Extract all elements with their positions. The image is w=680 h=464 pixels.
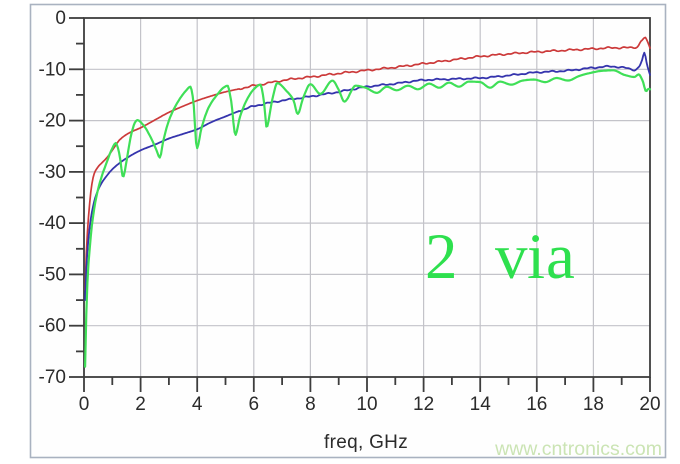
svg-text:18: 18 <box>583 394 604 415</box>
svg-text:8: 8 <box>305 394 316 415</box>
svg-text:www.cntronics.com: www.cntronics.com <box>494 438 662 460</box>
svg-text:0: 0 <box>55 8 66 29</box>
svg-text:i: i <box>527 221 545 293</box>
svg-text:14: 14 <box>470 394 492 415</box>
svg-text:-10: -10 <box>39 59 66 80</box>
svg-text:10: 10 <box>356 394 377 415</box>
svg-text:-70: -70 <box>39 367 66 388</box>
svg-text:freq, GHz: freq, GHz <box>324 432 408 453</box>
svg-text:-40: -40 <box>39 213 66 234</box>
svg-text:2: 2 <box>135 394 146 415</box>
svg-text:a: a <box>546 221 575 293</box>
svg-text:20: 20 <box>639 394 660 415</box>
svg-text:-30: -30 <box>39 162 66 183</box>
svg-text:-60: -60 <box>39 316 66 337</box>
svg-text:-20: -20 <box>39 111 66 132</box>
svg-text:2: 2 <box>425 221 458 293</box>
svg-text:-50: -50 <box>39 264 66 285</box>
svg-text:6: 6 <box>249 394 260 415</box>
svg-text:12: 12 <box>413 394 434 415</box>
svg-text:v: v <box>495 221 528 293</box>
svg-text:4: 4 <box>192 394 203 415</box>
svg-text:0: 0 <box>79 394 90 415</box>
svg-text:16: 16 <box>526 394 547 415</box>
